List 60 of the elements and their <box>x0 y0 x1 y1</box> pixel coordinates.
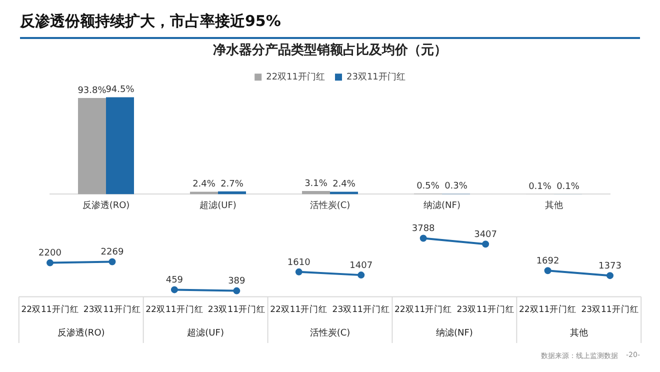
data-label: 93.8% <box>78 86 107 96</box>
data-label: 0.5% <box>416 182 440 192</box>
data-label: 1407 <box>350 260 373 271</box>
data-label: 459 <box>166 276 184 286</box>
bar <box>78 98 106 194</box>
data-label: 1610 <box>287 258 311 268</box>
x-tick-label: 23双11开门红 <box>332 304 390 316</box>
x-tick-label: 超滤(UF) <box>200 200 236 211</box>
x-tick-label: 22双11开门红 <box>21 304 79 316</box>
legend-label: 22双11开门红 <box>266 71 325 82</box>
point <box>233 287 240 294</box>
data-label: 1373 <box>598 261 622 272</box>
data-label: 0.1% <box>528 182 552 192</box>
data-label: 389 <box>228 276 246 287</box>
legend-label: 23双11开门红 <box>346 71 406 82</box>
point <box>420 234 427 242</box>
data-label: 2269 <box>100 248 124 258</box>
x-tick-label: 反渗透(RO) <box>82 200 130 211</box>
point <box>544 267 552 274</box>
text: 纳滤(NF) <box>436 327 473 338</box>
point <box>358 272 365 279</box>
point <box>295 268 302 276</box>
point <box>170 286 178 294</box>
data-label: 3788 <box>412 224 436 234</box>
data-label: 94.5% <box>106 85 135 96</box>
x-tick-label: 22双11开门红 <box>146 304 204 316</box>
data-label: 2.7% <box>220 179 244 190</box>
x-tick-label: 22双11开门红 <box>270 304 328 316</box>
point <box>108 258 116 266</box>
bar <box>190 192 218 194</box>
data-label: 3407 <box>474 230 498 240</box>
x-tick-label: 23双11开门红 <box>456 304 514 316</box>
bar <box>218 191 246 194</box>
data-label: 0.3% <box>444 182 468 192</box>
data-label: 0.1% <box>556 182 580 192</box>
bar <box>330 192 358 194</box>
chart-title: 反渗透份额持续扩大，市占率接近95% <box>20 0 640 39</box>
point <box>482 240 490 248</box>
bar <box>302 191 330 194</box>
text: 超滤(UF) <box>187 327 224 338</box>
data-label: 2.4% <box>192 180 216 190</box>
x-tick-label: 23双11开门红 <box>581 304 639 316</box>
point <box>606 272 614 280</box>
x-tick-label: 22双11开门红 <box>518 304 577 316</box>
data-label: 1692 <box>536 256 560 266</box>
data-label: 2200 <box>38 248 62 259</box>
x-tick-label: 23双11开门红 <box>208 304 266 316</box>
bar <box>106 97 134 194</box>
x-tick-label: 活性炭(C) <box>310 200 350 211</box>
x-tick-label: 23双11开门红 <box>83 304 142 316</box>
x-tick-label: 纳滤(NF) <box>424 200 460 211</box>
text: 其他 <box>570 327 588 338</box>
x-tick-label: 22双11开门红 <box>394 304 452 316</box>
text: 反渗透(RO) <box>57 327 105 338</box>
data-label: 3.1% <box>304 178 328 189</box>
point <box>46 259 54 266</box>
data-label: 2.4% <box>332 180 356 190</box>
x-tick-label: 其他 <box>545 200 563 211</box>
chart-subtitle: 净水器分产品类型销额占比及均价（元） <box>213 42 447 58</box>
text: 活性炭(C) <box>310 327 350 338</box>
